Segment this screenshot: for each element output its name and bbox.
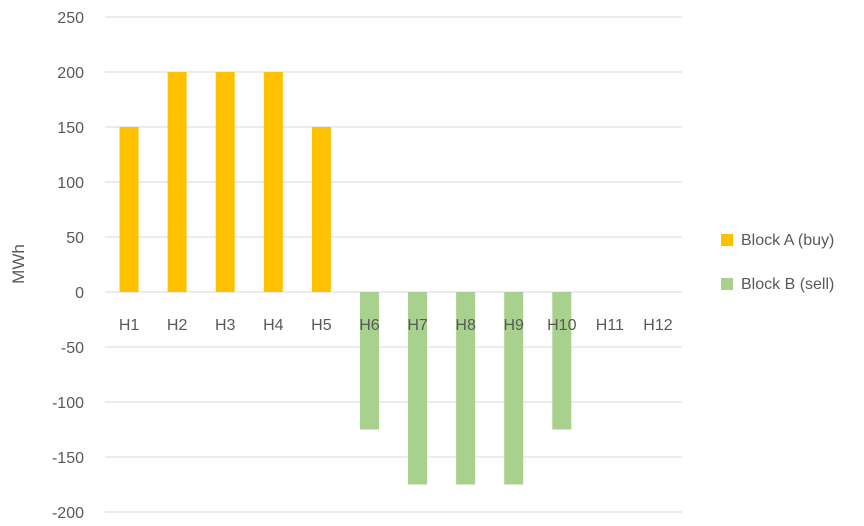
x-tick-label: H5 (311, 317, 332, 334)
y-axis-ticks: 250 200 150 100 50 0 -50 -100 -150 -200 (52, 10, 84, 522)
legend-label: Block A (buy) (741, 232, 834, 249)
bar-h9-series-2 (504, 292, 524, 485)
x-tick-label: H2 (167, 317, 188, 334)
y-tick-label: 0 (75, 285, 84, 302)
x-axis-ticks: H1 H2 H3 H4 H5 H6 H7 H8 H9 H10 H11 H12 (119, 317, 673, 334)
bar-h10-series-2 (552, 292, 572, 430)
bar-h3-series-1 (215, 72, 235, 292)
legend-swatch (721, 234, 733, 246)
x-tick-label: H12 (643, 317, 672, 334)
bar-h4-series-1 (263, 72, 283, 292)
legend-label: Block B (sell) (741, 276, 834, 293)
y-tick-label: -150 (52, 450, 84, 467)
x-tick-label: H10 (547, 317, 576, 334)
legend-swatch (721, 278, 733, 290)
x-tick-label: H3 (215, 317, 236, 334)
x-tick-label: H7 (407, 317, 428, 334)
bar-h7-series-2 (408, 292, 428, 485)
y-tick-label: 200 (57, 65, 84, 82)
x-tick-label: H1 (119, 317, 140, 334)
y-tick-label: -50 (61, 340, 84, 357)
y-tick-label: 100 (57, 175, 84, 192)
bar-h5-series-1 (311, 127, 331, 292)
y-tick-label: 150 (57, 120, 84, 137)
y-tick-label: -100 (52, 395, 84, 412)
bars (119, 72, 572, 485)
x-tick-label: H8 (455, 317, 476, 334)
x-tick-label: H11 (596, 317, 624, 334)
y-axis-label: MWh (9, 244, 28, 284)
bar-h8-series-2 (456, 292, 476, 485)
x-tick-label: H4 (263, 317, 284, 334)
y-tick-label: 50 (66, 230, 84, 247)
x-tick-label: H9 (503, 317, 524, 334)
legend: Block A (buy) Block B (sell) (721, 232, 834, 293)
bar-h6-series-2 (359, 292, 379, 430)
y-tick-label: 250 (57, 10, 84, 27)
y-tick-label: -200 (52, 505, 84, 521)
x-tick-label: H6 (359, 317, 380, 334)
bar-h1-series-1 (119, 127, 139, 292)
gridlines (105, 16, 682, 513)
bar-h2-series-1 (167, 72, 187, 292)
